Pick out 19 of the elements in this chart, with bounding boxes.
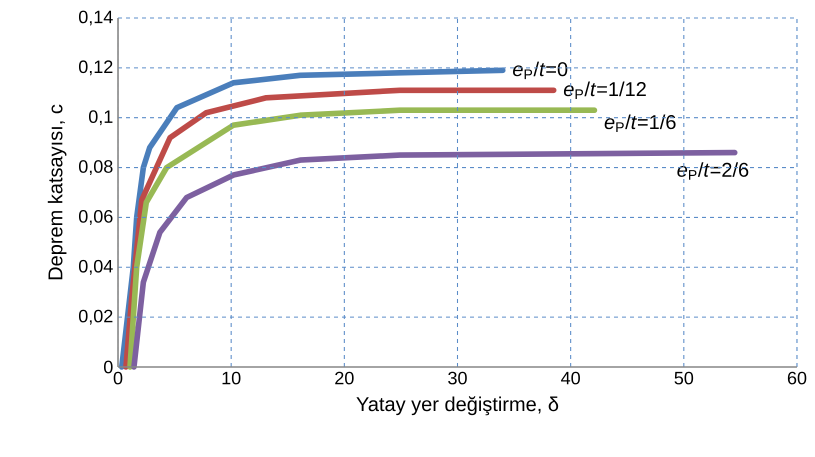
x-tick-label: 20 — [335, 372, 354, 384]
y-tick-label: 0,02 — [78, 310, 112, 325]
y-tick-label: 0,12 — [78, 60, 112, 76]
series-label: e$_{P}$/t=1/12 — [564, 82, 646, 100]
x-tick-label: 50 — [674, 372, 694, 384]
y-tick-label: 0,06 — [78, 210, 113, 225]
y-tick-label: 0,14 — [78, 10, 113, 26]
y-tick-label: 0,1 — [88, 110, 112, 126]
x-tick-label: 60 — [788, 372, 806, 384]
x-tick-label: 30 — [448, 372, 467, 384]
x-tick-label: 10 — [222, 372, 240, 384]
x-axis-title: Yatay yer değiştirme, δ — [356, 396, 558, 416]
x-tick-label: 0 — [114, 372, 122, 384]
y-axis-title: Deprem katsayısı, c — [48, 104, 66, 280]
x-tick-label: 40 — [561, 372, 580, 384]
series-label: e$_{P}$/t=1/6 — [604, 114, 676, 132]
y-tick-label: 0,04 — [78, 260, 113, 275]
y-tick-label: 0,08 — [78, 160, 113, 175]
y-tick-label: 0 — [104, 360, 113, 374]
